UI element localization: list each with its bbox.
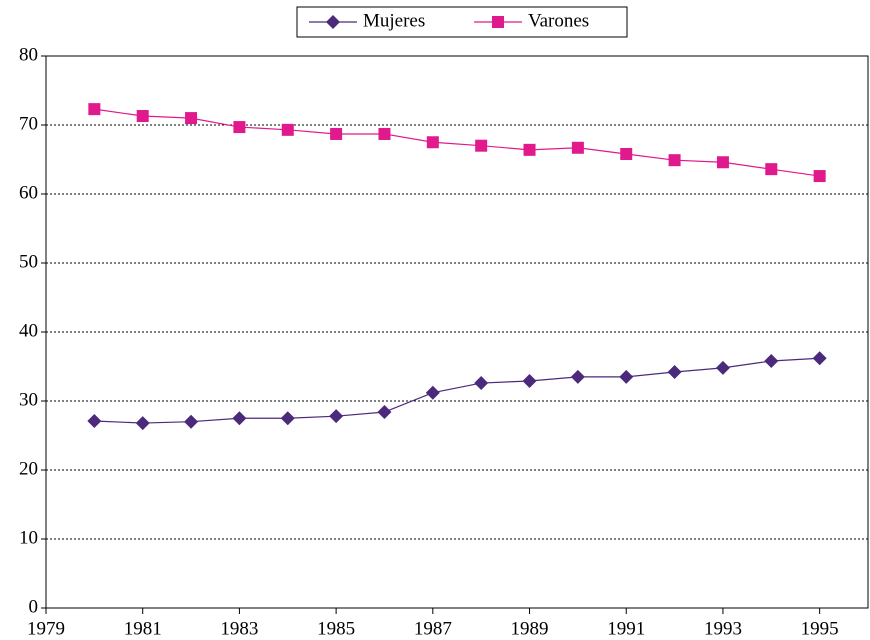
marker <box>232 411 247 426</box>
series-line <box>94 108 820 177</box>
y-tick-label: 80 <box>19 44 38 65</box>
marker <box>87 414 102 429</box>
x-tick-label: 1983 <box>220 618 258 639</box>
marker <box>185 112 198 125</box>
marker <box>184 414 199 429</box>
marker <box>329 409 344 424</box>
marker <box>765 163 778 176</box>
marker <box>135 416 150 431</box>
marker <box>426 136 439 149</box>
legend-label: Varones <box>528 10 589 31</box>
marker <box>281 123 294 136</box>
series-line <box>94 357 820 424</box>
y-tick-label: 60 <box>19 182 38 203</box>
marker <box>522 373 537 388</box>
marker <box>475 139 488 152</box>
x-tick-label: 1985 <box>317 618 355 639</box>
y-tick-label: 50 <box>19 251 38 272</box>
x-tick-label: 1989 <box>511 618 549 639</box>
marker <box>571 141 584 154</box>
plot-frame <box>45 55 869 609</box>
marker <box>233 121 246 134</box>
marker <box>474 376 489 391</box>
marker <box>812 351 827 366</box>
marker <box>377 405 392 420</box>
legend-marker <box>326 15 340 29</box>
y-tick-label: 10 <box>19 527 38 548</box>
marker <box>620 147 633 160</box>
marker <box>330 127 343 140</box>
marker <box>280 411 295 426</box>
y-tick-label: 40 <box>19 320 38 341</box>
x-tick-label: 1993 <box>704 618 742 639</box>
x-tick-label: 1991 <box>607 618 645 639</box>
x-tick-label: 1995 <box>801 618 839 639</box>
marker <box>88 103 101 116</box>
x-tick-label: 1987 <box>414 618 452 639</box>
marker <box>715 360 730 375</box>
marker <box>619 369 634 384</box>
y-tick-label: 0 <box>29 596 39 617</box>
marker <box>813 170 826 183</box>
marker <box>668 154 681 167</box>
x-tick-label: 1979 <box>27 618 65 639</box>
y-tick-label: 70 <box>19 113 38 134</box>
y-tick-label: 30 <box>19 389 38 410</box>
y-tick-label: 20 <box>19 458 38 479</box>
marker <box>378 127 391 140</box>
marker <box>136 110 149 123</box>
marker <box>716 156 729 169</box>
x-tick-label: 1981 <box>124 618 162 639</box>
legend-marker <box>492 16 504 28</box>
marker <box>764 353 779 368</box>
marker <box>425 385 440 400</box>
marker <box>570 369 585 384</box>
marker <box>667 365 682 380</box>
legend-label: Mujeres <box>363 10 425 31</box>
marker <box>523 143 536 156</box>
